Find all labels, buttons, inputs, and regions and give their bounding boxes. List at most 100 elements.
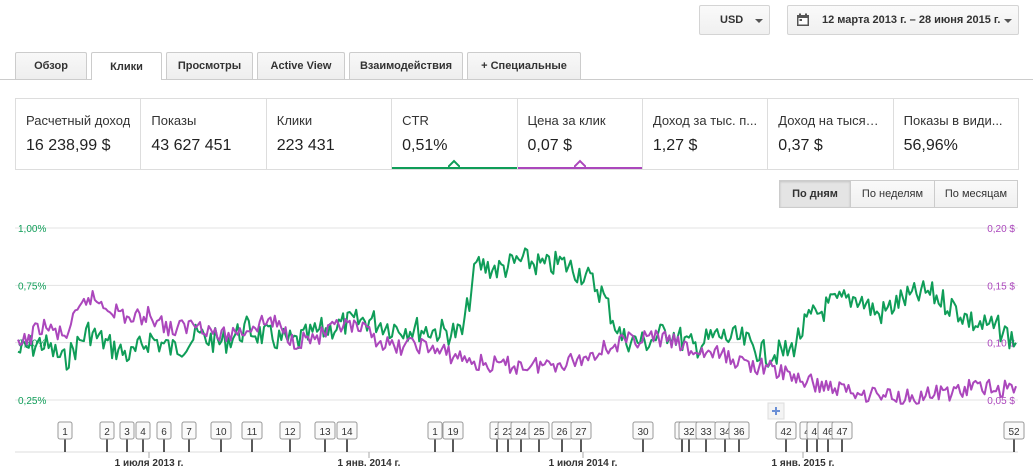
annotation-flag-label: 46 bbox=[822, 427, 834, 438]
annotation-flag bbox=[442, 421, 464, 440]
period-toggle: По дням По неделям По месяцам bbox=[779, 180, 1018, 208]
tab-interactions[interactable]: Взаимодействия bbox=[349, 52, 463, 79]
metric-ctr[interactable]: CTR 0,51% bbox=[392, 99, 518, 169]
chevron-down-icon bbox=[1004, 19, 1012, 23]
annotation-flag bbox=[1003, 421, 1025, 440]
metric-value: 223 431 bbox=[276, 137, 335, 154]
chevron-down-icon bbox=[755, 19, 763, 23]
x-axis-tick-label: 1 июля 2013 г. bbox=[115, 458, 184, 469]
tabs-divider bbox=[0, 79, 1033, 80]
x-axis-tick-label: 1 янв. 2015 г. bbox=[772, 458, 835, 469]
annotation-flag-label: 42 bbox=[780, 427, 792, 438]
annotation-flag-label: 13 bbox=[319, 427, 331, 438]
selected-notch-icon bbox=[448, 159, 461, 167]
annotation-flag bbox=[57, 421, 73, 440]
metric-impressions[interactable]: Показы 43 627 451 bbox=[141, 99, 267, 169]
annotation-flag-label: 19 bbox=[447, 427, 459, 438]
annotation-flag bbox=[135, 421, 151, 440]
selected-metric-bar bbox=[392, 167, 517, 169]
annotation-flag bbox=[156, 421, 172, 440]
metric-label: Показы в види... bbox=[903, 113, 1003, 128]
metric-value: 0,07 $ bbox=[527, 137, 572, 154]
metric-value: 43 627 451 bbox=[151, 137, 232, 154]
x-axis-tick-label: 1 янв. 2014 г. bbox=[338, 458, 401, 469]
annotation-flag bbox=[314, 421, 336, 440]
metric-label: Расчетный доход bbox=[26, 113, 131, 128]
annotation-flag bbox=[728, 421, 750, 440]
metric-label: Показы bbox=[151, 113, 197, 128]
tab-active-view[interactable]: Active View bbox=[257, 52, 345, 79]
metric-value: 16 238,99 $ bbox=[26, 137, 111, 154]
currency-dropdown[interactable]: USD bbox=[699, 5, 770, 35]
annotation-flag-label: 47 bbox=[836, 427, 848, 438]
annotation-flag-label: 12 bbox=[284, 427, 296, 438]
date-range-picker[interactable]: 12 марта 2013 г. – 28 июня 2015 г. bbox=[787, 5, 1019, 35]
annotation-flag-label: 14 bbox=[341, 427, 353, 438]
annotation-flag-label: 7 bbox=[186, 427, 192, 438]
annotation-flag-label: 4 bbox=[140, 427, 146, 438]
x-axis-tick-label: 1 июля 2014 г. bbox=[549, 458, 618, 469]
annotation-flag-label: 27 bbox=[575, 427, 587, 438]
calendar-icon bbox=[797, 13, 809, 26]
annotation-flag bbox=[775, 421, 797, 440]
annotation-flag bbox=[528, 421, 550, 440]
period-weekly-button[interactable]: По неделям bbox=[850, 180, 935, 208]
annotation-flag-label: 32 bbox=[683, 427, 695, 438]
annotation-flag-label: 23 bbox=[502, 427, 514, 438]
annotation-flag bbox=[632, 421, 654, 440]
annotation-flag-label: 2 bbox=[494, 427, 500, 438]
right-axis-tick-label: 0,20 $ bbox=[987, 224, 1015, 235]
right-axis-tick-label: 0,05 $ bbox=[987, 396, 1015, 407]
period-daily-button[interactable]: По дням bbox=[779, 180, 851, 208]
annotation-flag-label: 3 bbox=[124, 427, 130, 438]
metric-viewable[interactable]: Показы в види... 56,96% bbox=[894, 99, 1018, 169]
metric-cpc[interactable]: Цена за клик 0,07 $ bbox=[517, 99, 643, 169]
annotation-flag-label: 24 bbox=[515, 427, 527, 438]
annotation-flag-label: 6 bbox=[161, 427, 167, 438]
left-axis-tick-label: 0,75% bbox=[18, 281, 46, 292]
annotation-flag-label: 30 bbox=[637, 427, 649, 438]
metric-value: 0,51% bbox=[402, 137, 448, 154]
tab-clicks[interactable]: Клики bbox=[91, 52, 162, 80]
metric-rpm-page[interactable]: Доход за тыс. п... 1,27 $ bbox=[643, 99, 769, 169]
annotation-flag bbox=[427, 421, 443, 440]
currency-value: USD bbox=[720, 14, 744, 26]
tab-views[interactable]: Просмотры bbox=[166, 52, 253, 79]
annotation-flag bbox=[570, 421, 592, 440]
metric-label: Доход за тыс. п... bbox=[652, 113, 758, 128]
report-tabs: Обзор Клики Просмотры Active View Взаимо… bbox=[15, 52, 1033, 80]
metric-estimated-revenue[interactable]: Расчетный доход 16 238,99 $ bbox=[16, 99, 142, 169]
annotation-flag-label: 52 bbox=[1008, 427, 1020, 438]
annotation-flag-label: 26 bbox=[556, 427, 568, 438]
annotation-flag-label: 11 bbox=[247, 427, 258, 438]
metric-label: Доход на тысяч... bbox=[778, 113, 883, 128]
right-axis-tick-label: 0,15 $ bbox=[987, 281, 1015, 292]
left-axis-tick-label: 0,25% bbox=[18, 396, 46, 407]
selected-notch-icon bbox=[573, 159, 586, 167]
annotation-flag bbox=[181, 421, 197, 440]
annotation-flag bbox=[119, 421, 135, 440]
annotation-flag bbox=[336, 421, 358, 440]
metric-rpm-impressions[interactable]: Доход на тысяч... 0,37 $ bbox=[768, 99, 894, 169]
zoom-in-icon bbox=[772, 407, 780, 415]
metric-label: Цена за клик bbox=[527, 113, 606, 128]
metric-value: 1,27 $ bbox=[652, 137, 698, 154]
timeline-chart[interactable]: 1,00% 0,20 $0,75% 0,15 $0,50% 0,10 $0,25% 0,… bbox=[0, 212, 1033, 475]
right-axis-tick-label: 0,10 $ bbox=[987, 339, 1015, 350]
period-monthly-button[interactable]: По месяцам bbox=[934, 180, 1018, 208]
metric-clicks[interactable]: Клики 223 431 bbox=[267, 99, 393, 169]
annotation-flag-label: 34 bbox=[719, 427, 731, 438]
annotation-flag bbox=[241, 421, 263, 440]
annotation-flag-label: 1 bbox=[62, 427, 68, 438]
metric-value: 56,96% bbox=[903, 137, 958, 154]
ctr-series-line bbox=[17, 247, 1017, 371]
tab-overview[interactable]: Обзор bbox=[15, 52, 87, 79]
annotation-flag bbox=[831, 421, 853, 440]
tab-custom[interactable]: + Специальные bbox=[467, 52, 581, 79]
selected-metric-bar bbox=[517, 167, 642, 169]
annotation-flag bbox=[210, 421, 232, 440]
cpc-series-line bbox=[17, 290, 1017, 405]
date-range-value: 12 марта 2013 г. – 28 июня 2015 г. bbox=[822, 14, 1001, 26]
left-axis-tick-label: 1,00% bbox=[18, 224, 46, 235]
annotation-flag bbox=[279, 421, 301, 440]
